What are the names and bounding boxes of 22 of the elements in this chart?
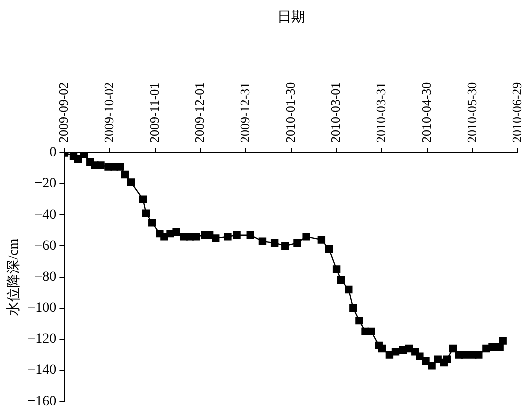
y-tick-label: −100 [28,301,57,316]
x-tick-label: 2009-11-01 [146,82,162,143]
y-tick-label: 0 [50,146,57,161]
x-tick-label: 2009-12-31 [238,82,253,143]
y-tick-label: −40 [34,208,57,223]
x-axis-title: 日期 [277,10,306,26]
x-tick-label: 2010-05-30 [464,82,480,143]
y-tick-label: −120 [28,332,57,348]
x-tick-label: 2010-06-29 [510,82,524,143]
y-tick-label: −60 [34,238,57,254]
x-tick-label: 2010-03-31 [374,82,389,143]
x-tick-label: 2010-03-01 [328,82,344,143]
y-axis-title: 水位降深/cm [6,238,22,316]
x-tick-label: 2010-01-30 [282,82,298,143]
y-tick-label: −80 [34,270,57,285]
x-tick-label: 2009-10-02 [101,82,116,143]
y-tick-label: −160 [28,394,57,410]
y-tick-label: −140 [28,363,57,378]
x-tick-label: 2010-04-30 [418,82,434,143]
y-tick-label: −20 [34,176,57,192]
x-tick-label: 2009-12-01 [192,82,208,143]
x-tick-label: 2009-09-02 [56,82,72,143]
